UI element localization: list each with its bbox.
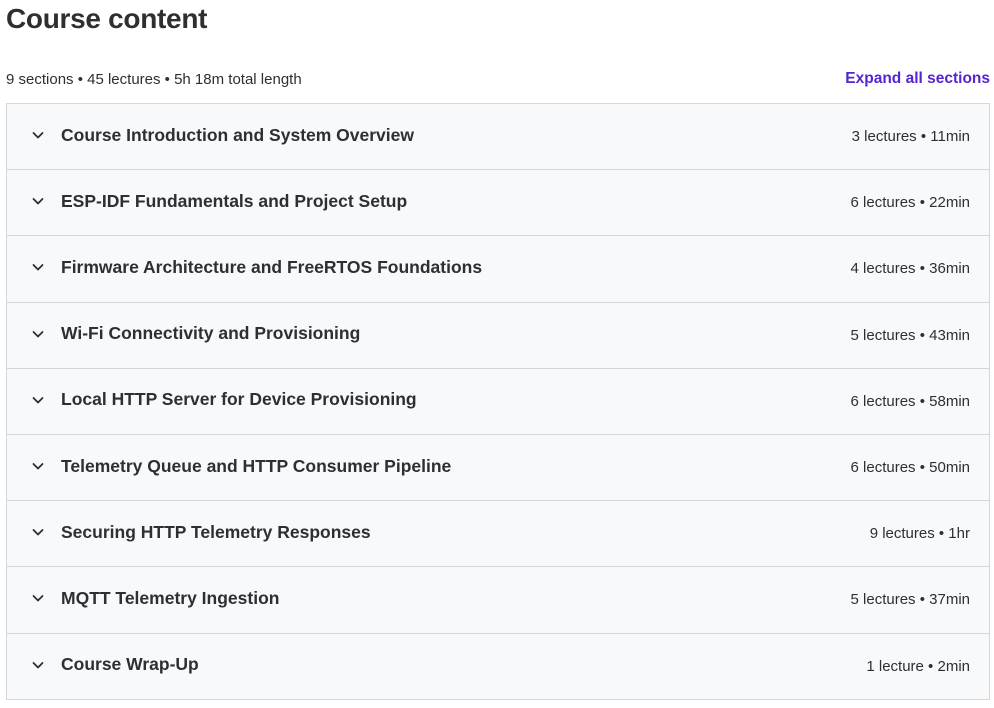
- section-meta: 5 lectures • 43min: [850, 326, 970, 344]
- section-meta: 6 lectures • 58min: [850, 392, 970, 410]
- section-meta: 3 lectures • 11min: [851, 128, 970, 146]
- section-title: Course Introduction and System Overview: [61, 124, 414, 145]
- chevron-down-icon: [32, 595, 44, 602]
- section-title: Telemetry Queue and HTTP Consumer Pipeli…: [61, 455, 452, 476]
- section-header-8[interactable]: MQTT Telemetry Ingestion 5 lectures • 37…: [7, 567, 989, 634]
- section-meta: 6 lectures • 22min: [850, 194, 970, 212]
- course-summary-row: 9 sections • 45 lectures • 5h 18m total …: [6, 69, 990, 89]
- section-header-4[interactable]: Wi-Fi Connectivity and Provisioning 5 le…: [7, 302, 989, 369]
- section-header-1[interactable]: Course Introduction and System Overview …: [7, 104, 989, 171]
- page-title: Course content: [6, 3, 208, 34]
- section-header-2[interactable]: ESP-IDF Fundamentals and Project Setup 6…: [7, 170, 989, 237]
- course-sections-accordion: Course Introduction and System Overview …: [6, 103, 990, 700]
- chevron-down-icon: [32, 529, 44, 536]
- section-title: Firmware Architecture and FreeRTOS Found…: [61, 256, 483, 277]
- section-title: MQTT Telemetry Ingestion: [61, 587, 280, 608]
- section-title: Local HTTP Server for Device Provisionin…: [61, 389, 417, 410]
- section-header-7[interactable]: Securing HTTP Telemetry Responses 9 lect…: [7, 501, 989, 568]
- section-meta: 4 lectures • 36min: [850, 260, 970, 278]
- section-meta: 6 lectures • 50min: [850, 459, 970, 477]
- chevron-down-icon: [32, 330, 44, 338]
- section-header-6[interactable]: Telemetry Queue and HTTP Consumer Pipeli…: [7, 434, 989, 502]
- section-meta: 9 lectures • 1hr: [869, 525, 970, 543]
- section-title: Securing HTTP Telemetry Responses: [61, 521, 371, 542]
- section-header-3[interactable]: Firmware Architecture and FreeRTOS Found…: [7, 236, 989, 303]
- section-header-9[interactable]: Course Wrap-Up 1 lecture • 2min: [7, 633, 989, 700]
- section-title: Wi-Fi Connectivity and Provisioning: [61, 323, 361, 344]
- expand-all-sections-button[interactable]: Expand all sections: [845, 70, 990, 87]
- section-title: Course Wrap-Up: [61, 654, 199, 675]
- chevron-down-icon: [32, 463, 44, 470]
- section-title: ESP-IDF Fundamentals and Project Setup: [61, 190, 408, 211]
- section-meta: 1 lecture • 2min: [866, 657, 970, 675]
- chevron-down-icon: [32, 132, 44, 139]
- chevron-down-icon: [32, 198, 44, 205]
- chevron-down-icon: [32, 264, 44, 271]
- chevron-down-icon: [32, 396, 44, 404]
- section-header-5[interactable]: Local HTTP Server for Device Provisionin…: [7, 368, 989, 435]
- course-summary: 9 sections • 45 lectures • 5h 18m total …: [6, 70, 302, 88]
- section-meta: 5 lectures • 37min: [850, 591, 970, 609]
- chevron-down-icon: [32, 661, 44, 668]
